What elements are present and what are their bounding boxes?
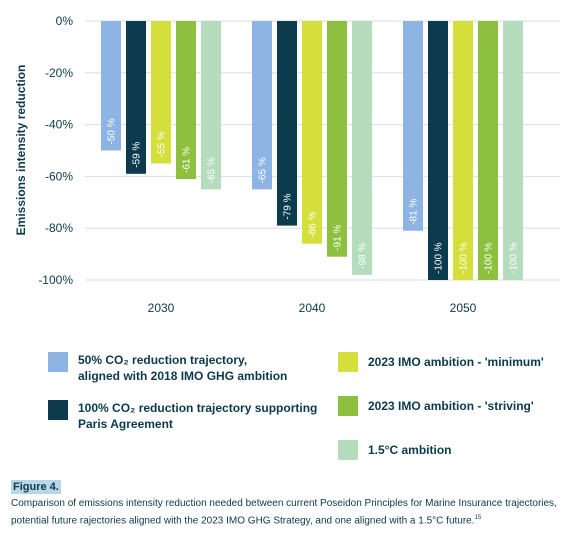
- legend-swatch: [338, 396, 358, 416]
- legend-swatch: [48, 400, 68, 420]
- x-category-label: 2040: [299, 301, 326, 315]
- legend-label: 1.5°C ambition: [368, 443, 452, 457]
- legend-label: 100% CO₂ reduction trajectory supporting: [78, 401, 318, 415]
- bar-value-label: -61 %: [182, 147, 193, 173]
- y-tick-labels: 0% -20% -40% -60% -80% -100%: [38, 14, 73, 287]
- bar: [151, 21, 171, 164]
- bar-value-label: -98 %: [358, 243, 369, 269]
- bar-value-label: -100 %: [459, 242, 470, 274]
- figure-title: Figure 4.: [11, 480, 61, 494]
- bar-value-label: -100 %: [434, 242, 445, 274]
- y-tick-label: -20%: [45, 66, 73, 80]
- bar: [201, 21, 221, 190]
- figure-caption: Comparison of emissions intensity reduct…: [11, 497, 566, 528]
- legend-label: 2023 IMO ambition - 'minimum': [368, 355, 544, 369]
- x-category-labels: 2030 2040 2050: [148, 301, 477, 315]
- y-tick-label: -40%: [45, 118, 73, 132]
- legend-label: 50% CO₂ reduction trajectory,: [78, 353, 248, 367]
- y-tick-label: -100%: [38, 273, 73, 287]
- legend-swatch: [48, 352, 68, 372]
- bar: [403, 21, 423, 231]
- bar-value-label: -55 %: [157, 131, 168, 157]
- y-axis-label: Emissions intensity reduction: [14, 65, 28, 236]
- bar: [277, 21, 297, 226]
- bar: [453, 21, 473, 280]
- footnote-marker: 15: [474, 515, 482, 521]
- bar: [101, 21, 121, 151]
- bar: [478, 21, 498, 280]
- legend-label: aligned with 2018 IMO GHG ambition: [78, 369, 288, 383]
- bar-chart: 0% -20% -40% -60% -80% -100% Emissions intens…: [14, 14, 560, 315]
- bar-value-label: -79 %: [283, 193, 294, 219]
- bar-value-label: -91 %: [333, 224, 344, 250]
- bar-value-label: -65 %: [258, 157, 269, 183]
- y-tick-label: -80%: [45, 221, 73, 235]
- bar-value-label: -100 %: [484, 242, 495, 274]
- bar-value-label: -50 %: [107, 118, 118, 144]
- legend-item-imo-minimum: 2023 IMO ambition - 'minimum': [338, 352, 544, 372]
- bar-value-label: -100 %: [509, 242, 520, 274]
- bar: [352, 21, 372, 275]
- legend-swatch: [338, 352, 358, 372]
- bar: [302, 21, 322, 244]
- legend-label: Paris Agreement: [78, 417, 173, 431]
- bar-value-label: -81 %: [409, 199, 420, 225]
- y-tick-label: -60%: [45, 169, 73, 183]
- x-category-label: 2050: [450, 301, 477, 315]
- legend-label: 2023 IMO ambition - 'striving': [368, 399, 534, 413]
- bars: -50 % -59 % -55 % -61 % -65 % -65 % -79 % -86 %…: [101, 21, 523, 280]
- bar: [503, 21, 523, 280]
- bar-value-label: -86 %: [308, 212, 319, 238]
- caption-text: Comparison of emissions intensity reduct…: [11, 498, 557, 527]
- bar: [252, 21, 272, 190]
- bar: [327, 21, 347, 257]
- bar-value-label: -65 %: [207, 157, 218, 183]
- bar: [428, 21, 448, 280]
- x-category-label: 2030: [148, 301, 175, 315]
- legend-item-100pct: 100% CO₂ reduction trajectory supporting…: [48, 400, 317, 432]
- legend-item-50pct: 50% CO₂ reduction trajectory, aligned wi…: [48, 352, 287, 384]
- bar: [126, 21, 146, 174]
- y-tick-label: 0%: [56, 14, 74, 28]
- legend-item-imo-striving: 2023 IMO ambition - 'striving': [338, 396, 534, 416]
- bar: [176, 21, 196, 179]
- legend-swatch: [338, 440, 358, 460]
- bar-value-label: -59 %: [132, 142, 143, 168]
- legend-item-1-5c: 1.5°C ambition: [338, 440, 451, 460]
